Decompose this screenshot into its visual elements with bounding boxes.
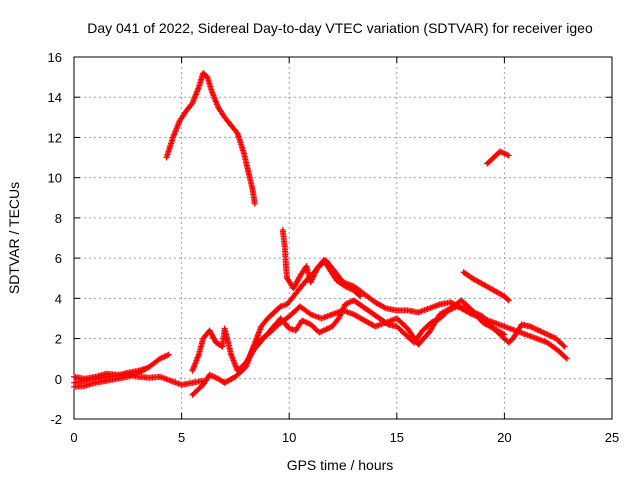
data-point-marker (561, 343, 568, 350)
data-point-marker (165, 351, 172, 358)
x-tick-label: 25 (605, 430, 619, 445)
y-tick-label: 4 (55, 291, 62, 306)
data-point-marker (501, 331, 508, 338)
y-tick-label: -2 (50, 412, 62, 427)
x-tick-label: 20 (497, 430, 511, 445)
data-point-marker (500, 330, 507, 337)
plot-frame (73, 56, 613, 420)
y-tick-label: 12 (48, 130, 62, 145)
y-tick-label: 16 (48, 50, 62, 65)
data-point-marker (381, 304, 388, 311)
data-point-marker (560, 342, 567, 349)
data-point-marker (251, 200, 258, 207)
y-tick-label: 6 (55, 251, 62, 266)
chart-title: Day 041 of 2022, Sidereal Day-to-day VTE… (87, 20, 593, 36)
series-arc-9 (460, 269, 512, 304)
data-point-marker (562, 354, 569, 361)
y-tick-label: 14 (48, 90, 62, 105)
x-axis-title: GPS time / hours (287, 457, 394, 473)
series-arc-10 (484, 148, 512, 167)
data-point-marker (142, 365, 149, 372)
y-tick-label: 2 (55, 332, 62, 347)
series-arc-6 (189, 297, 568, 374)
axis-ticks: 0 5 10 15 20 25 -2 0 2 4 6 8 10 12 14 16 (48, 50, 620, 445)
y-tick-label: 8 (55, 211, 62, 226)
y-tick-label: 0 (55, 372, 62, 387)
y-tick-label: 10 (48, 171, 62, 186)
y-axis-title: SDTVAR / TECUs (6, 182, 22, 294)
series-arc-7 (279, 226, 364, 300)
series-arc-3 (71, 365, 149, 386)
data-point-marker (356, 292, 363, 299)
data-point-marker (504, 296, 511, 303)
x-tick-label: 10 (282, 430, 296, 445)
x-tick-label: 0 (70, 430, 77, 445)
grid-lines (74, 57, 612, 419)
data-point-marker (505, 152, 512, 159)
x-tick-label: 15 (390, 430, 404, 445)
data-series (71, 70, 570, 398)
x-tick-label: 5 (178, 430, 185, 445)
data-point-marker (563, 355, 570, 362)
series-arc-1 (71, 351, 172, 390)
series-arc-4 (163, 70, 258, 207)
series-arc-8 (243, 297, 508, 366)
data-point-marker (357, 293, 364, 300)
data-point-marker (505, 297, 512, 304)
